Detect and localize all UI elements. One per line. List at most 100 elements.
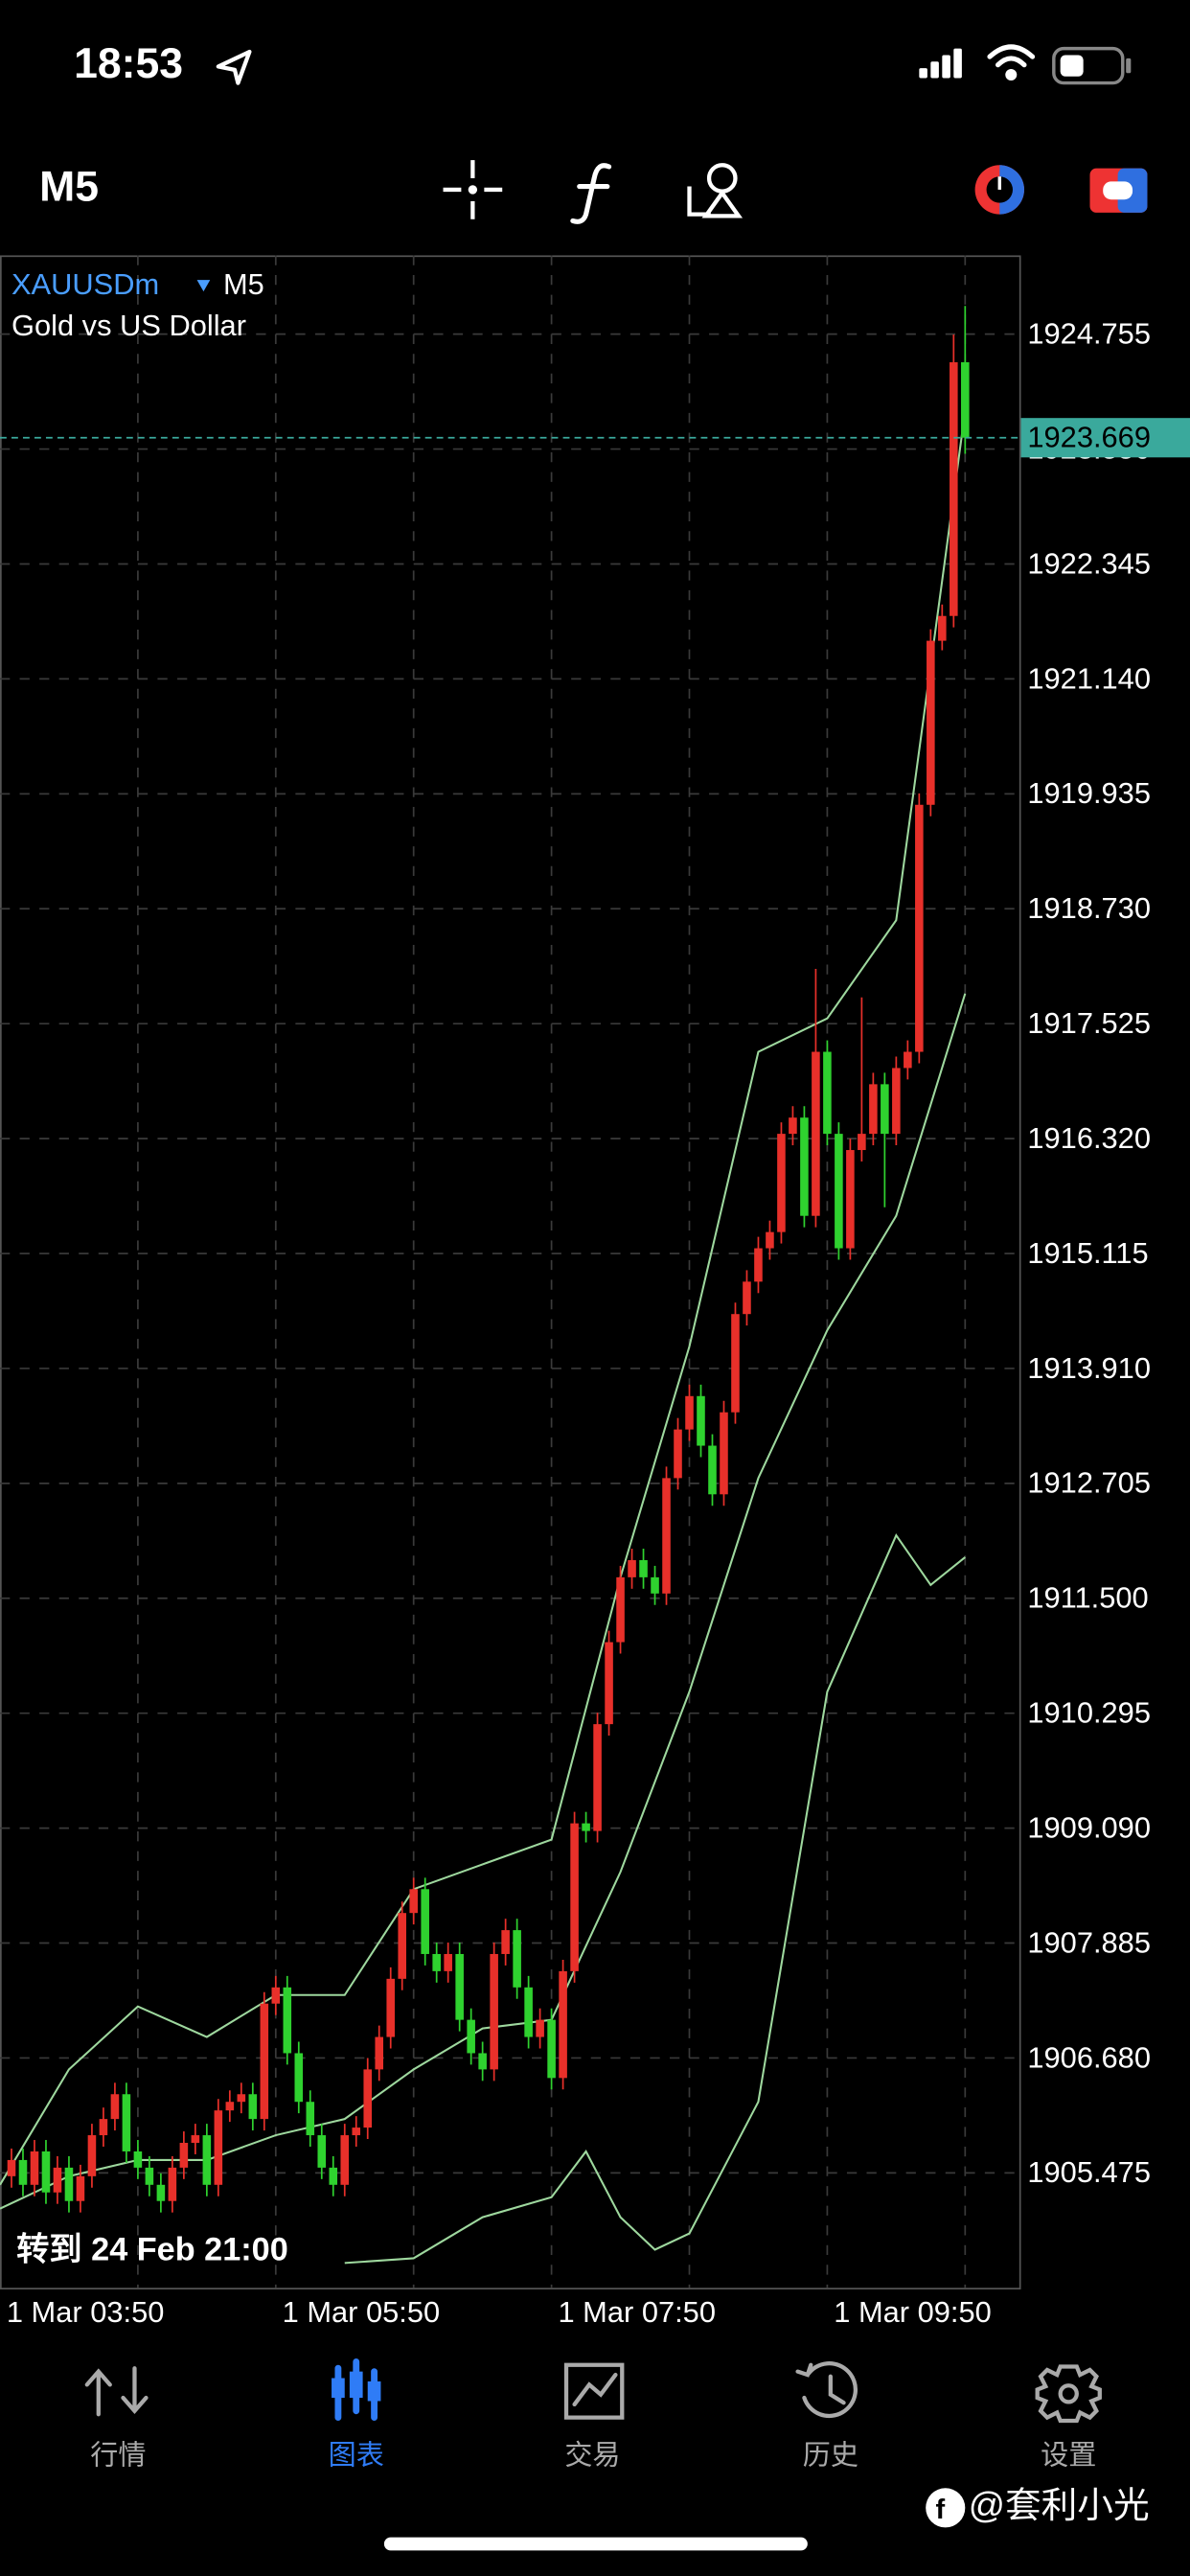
tab-icon xyxy=(1035,2364,1102,2424)
y-tick-label: 1922.345 xyxy=(1027,546,1151,580)
tab-label: 图表 xyxy=(329,2439,384,2471)
band-line xyxy=(0,993,967,2210)
candle-body xyxy=(421,1889,429,1954)
home-indicator xyxy=(383,2537,808,2551)
candle-body xyxy=(191,2135,200,2144)
y-tick-label: 1924.755 xyxy=(1027,317,1151,351)
y-tick-label: 1921.140 xyxy=(1027,661,1151,695)
candle-body xyxy=(214,2110,223,2185)
symbol-name[interactable]: XAUUSDm xyxy=(11,267,159,301)
x-tick-label: 1 Mar 07:50 xyxy=(558,2295,716,2329)
symbol-description: Gold vs US Dollar xyxy=(11,309,246,342)
candle-body xyxy=(605,1642,613,1725)
x-tick-label: 1 Mar 03:50 xyxy=(7,2295,165,2329)
candle-body xyxy=(915,804,924,1052)
candle-body xyxy=(823,1051,832,1135)
tab-icon xyxy=(84,2366,149,2417)
symbol-dropdown-icon[interactable] xyxy=(196,280,211,292)
candle-body xyxy=(156,2184,166,2201)
candle-body xyxy=(18,2159,28,2185)
candle-body xyxy=(294,2053,304,2103)
y-tick-label: 1906.680 xyxy=(1027,2040,1151,2074)
candle-body xyxy=(697,1395,705,1446)
current-price-box xyxy=(1020,418,1190,458)
tab-label: 交易 xyxy=(564,2439,620,2471)
candle-body xyxy=(961,362,970,438)
candle-body xyxy=(467,2019,475,2054)
crosshair-button[interactable] xyxy=(443,160,503,219)
objects-button[interactable] xyxy=(687,163,744,218)
tab[interactable]: 行情 xyxy=(84,2366,149,2471)
y-tick-label: 1918.730 xyxy=(1027,891,1151,925)
tab[interactable]: 历史 xyxy=(795,2361,858,2471)
wifi-icon xyxy=(987,44,1036,81)
indicators-button[interactable] xyxy=(570,163,612,224)
candle-body xyxy=(248,2094,258,2120)
tab[interactable]: 设置 xyxy=(1035,2364,1102,2472)
candle-body xyxy=(179,2143,189,2168)
candle-body xyxy=(64,2167,74,2201)
candle-body xyxy=(260,2003,269,2120)
candle-body xyxy=(145,2167,154,2185)
tab[interactable]: 交易 xyxy=(563,2362,625,2472)
candle-body xyxy=(812,1051,820,1216)
candle-body xyxy=(168,2167,177,2201)
candle-body xyxy=(743,1281,751,1315)
candle-body xyxy=(547,2019,556,2079)
candle-body xyxy=(950,362,958,616)
candle-body xyxy=(340,2135,350,2185)
account-button[interactable] xyxy=(1089,168,1148,213)
tab-icon-bar xyxy=(367,2380,381,2402)
candle-body xyxy=(674,1429,682,1479)
watermark-icon-letter: f xyxy=(935,2495,945,2525)
timeframe-button[interactable]: M5 xyxy=(39,164,99,211)
candle-body xyxy=(559,1970,567,2079)
candle-body xyxy=(938,615,947,641)
tab-icon xyxy=(563,2362,625,2420)
goto-annotation[interactable]: 转到 24 Feb 21:00 xyxy=(16,2232,288,2268)
y-tick-label: 1917.525 xyxy=(1027,1006,1151,1040)
band-line xyxy=(344,1532,966,2265)
candle-body xyxy=(846,1150,855,1249)
candle-body xyxy=(478,2053,487,2070)
candle-body xyxy=(628,1559,636,1577)
tab[interactable]: 图表 xyxy=(329,2358,384,2471)
candle-body xyxy=(835,1134,843,1249)
candle-body xyxy=(524,1987,533,2037)
tab-icon-bar xyxy=(332,2378,345,2399)
tab-label: 行情 xyxy=(90,2439,146,2471)
chart: 1 Mar 03:50 1 Mar 05:50 1 Mar 07:50 1 Mar 0… xyxy=(0,255,1190,2329)
candle-body xyxy=(490,1953,498,2070)
battery-icon xyxy=(1052,46,1132,85)
candle-body xyxy=(225,2102,235,2111)
candle-body xyxy=(7,2159,16,2176)
y-tick-label: 1907.885 xyxy=(1027,1925,1151,1959)
candle-body xyxy=(754,1248,763,1282)
candle-body xyxy=(110,2094,120,2120)
candle-body xyxy=(513,1930,521,1988)
tab-icon-hole xyxy=(1058,2383,1079,2404)
tab-label: 历史 xyxy=(803,2439,858,2471)
chart-frame xyxy=(0,255,1021,2289)
location-icon xyxy=(216,49,252,85)
y-tick-label: 1916.320 xyxy=(1027,1121,1151,1155)
candle-body xyxy=(892,1068,901,1135)
tab-icon xyxy=(795,2361,858,2419)
tab-icon-bar xyxy=(349,2371,363,2399)
candle-body xyxy=(777,1134,786,1232)
one-click-trading-button[interactable] xyxy=(974,165,1024,215)
watermark-icon xyxy=(926,2488,966,2528)
candle-body xyxy=(53,2167,62,2193)
candle-body xyxy=(375,2036,384,2070)
candle-body xyxy=(685,1395,694,1430)
y-tick-label: 1911.500 xyxy=(1027,1581,1148,1615)
y-tick-label: 1909.090 xyxy=(1027,1810,1151,1844)
x-tick-label: 1 Mar 05:50 xyxy=(283,2295,441,2329)
candle-body xyxy=(869,1084,878,1135)
y-tick-label: 1910.295 xyxy=(1027,1696,1151,1730)
current-price-label: 1923.669 xyxy=(1027,421,1151,454)
candle-body xyxy=(789,1117,797,1135)
candle-body xyxy=(237,2094,246,2103)
